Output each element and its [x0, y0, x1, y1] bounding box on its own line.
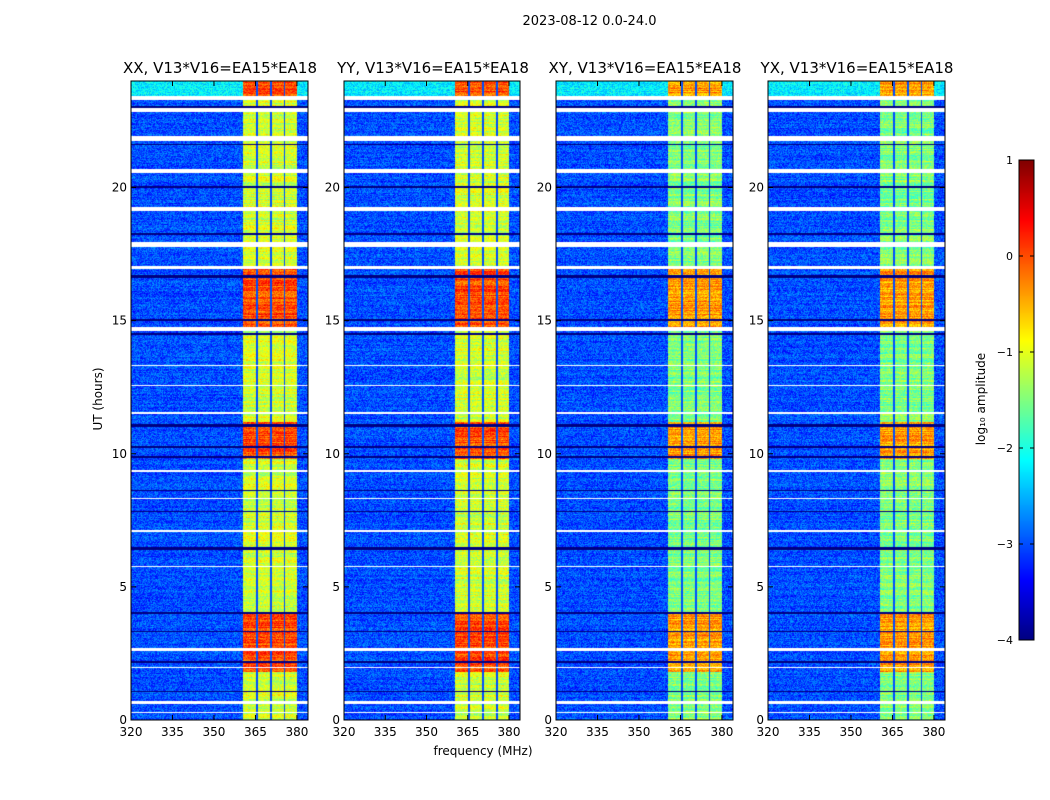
heatmap-yy — [344, 81, 520, 720]
x-tick-label: 320 — [120, 725, 143, 739]
x-tick-label: 380 — [285, 725, 308, 739]
colorbar-tick-label: −1 — [997, 346, 1013, 359]
y-tick-label: 0 — [544, 713, 552, 727]
y-tick-label: 5 — [119, 580, 127, 594]
figure-title: 2023-08-12 0.0-24.0 — [522, 14, 657, 29]
x-tick-label: 350 — [203, 725, 226, 739]
y-axis-label: UT (hours) — [91, 367, 105, 431]
y-tick-label: 10 — [112, 447, 127, 461]
heatmap-xy — [556, 81, 733, 720]
panel-frame — [767, 80, 946, 721]
panel-title-yx: YX, V13*V16=EA15*EA18 — [760, 59, 954, 77]
x-tick-label: 320 — [757, 725, 780, 739]
y-tick-label: 15 — [325, 314, 340, 328]
colorbar-tick-label: −3 — [997, 538, 1013, 551]
y-tick-label: 0 — [119, 713, 127, 727]
panel-title-xx: XX, V13*V16=EA15*EA18 — [122, 59, 317, 77]
x-tick-label: 350 — [628, 725, 651, 739]
panel-frame — [343, 80, 521, 721]
y-tick-label: 5 — [332, 580, 340, 594]
x-tick-label: 335 — [798, 725, 821, 739]
x-tick-label: 365 — [244, 725, 267, 739]
panel-title-yy: YY, V13*V16=EA15*EA18 — [337, 59, 529, 77]
x-tick-label: 380 — [922, 725, 945, 739]
x-tick-label: 320 — [333, 725, 356, 739]
colorbar-tick-label: −2 — [997, 442, 1013, 455]
y-tick-label: 15 — [749, 314, 764, 328]
y-tick-label: 20 — [325, 181, 340, 195]
colorbar-label: log₁₀ amplitude — [974, 352, 988, 446]
y-tick-label: 0 — [332, 713, 340, 727]
x-tick-label: 320 — [545, 725, 568, 739]
x-tick-label: 335 — [161, 725, 184, 739]
panel-frame — [555, 80, 734, 721]
x-axis-label: frequency (MHz) — [433, 744, 533, 758]
y-tick-label: 15 — [537, 314, 552, 328]
x-tick-label: 380 — [710, 725, 733, 739]
panel-title-xy: XY, V13*V16=EA15*EA18 — [548, 59, 742, 77]
colorbar — [1019, 160, 1034, 640]
x-tick-label: 335 — [586, 725, 609, 739]
y-tick-label: 10 — [537, 447, 552, 461]
y-tick-label: 20 — [112, 181, 127, 195]
colorbar-frame — [1018, 159, 1035, 641]
y-tick-label: 0 — [756, 713, 764, 727]
y-tick-label: 5 — [544, 580, 552, 594]
colorbar-tick-label: −4 — [997, 634, 1013, 647]
colorbar-tick-label: 0 — [1006, 250, 1013, 263]
x-tick-label: 365 — [881, 725, 904, 739]
x-tick-label: 380 — [498, 725, 521, 739]
y-tick-label: 20 — [749, 181, 764, 195]
x-tick-label: 350 — [415, 725, 438, 739]
x-tick-label: 335 — [374, 725, 397, 739]
heatmap-xx — [131, 81, 308, 720]
x-tick-label: 350 — [840, 725, 863, 739]
y-tick-label: 10 — [325, 447, 340, 461]
colorbar-tick-label: 1 — [1006, 154, 1013, 167]
x-tick-label: 365 — [669, 725, 692, 739]
y-tick-label: 10 — [749, 447, 764, 461]
y-tick-label: 20 — [537, 181, 552, 195]
x-tick-label: 365 — [456, 725, 479, 739]
panel-frame — [130, 80, 309, 721]
heatmap-yx — [768, 81, 945, 720]
y-tick-label: 15 — [112, 314, 127, 328]
y-tick-label: 5 — [756, 580, 764, 594]
